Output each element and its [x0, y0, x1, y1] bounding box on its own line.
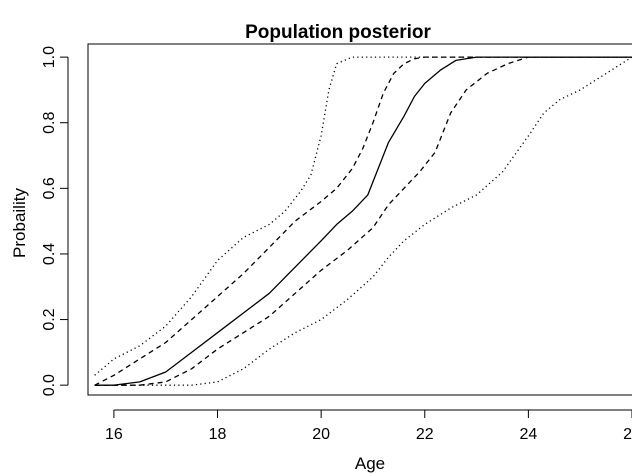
x-axis: 16 18 20 22 24 26 [105, 409, 632, 443]
plot-frame [87, 43, 632, 396]
x-tick-label: 18 [209, 426, 227, 443]
series-line-solid-3 [94, 56, 632, 386]
y-tick-label: 0.4 [41, 243, 58, 265]
y-tick-label: 1.0 [41, 46, 58, 68]
y-tick-label: 0.0 [41, 374, 58, 396]
y-axis-label: Probaility [10, 188, 29, 258]
y-tick-label: 0.8 [41, 112, 58, 134]
series-layer [94, 56, 632, 386]
chart-title: Population posterior [245, 22, 431, 43]
x-axis-label: Age [355, 454, 385, 473]
series-line-dotted-1 [94, 56, 632, 376]
x-tick-label: 20 [312, 426, 330, 443]
y-tick-label: 0.6 [41, 177, 58, 199]
x-tick-label: 16 [105, 426, 123, 443]
series-line-dashed-4 [94, 56, 632, 386]
x-tick-label: 22 [416, 426, 434, 443]
series-line-dashed-2 [94, 56, 632, 386]
series-line-dotted-5 [94, 56, 632, 386]
x-tick-label: 24 [519, 426, 537, 443]
y-tick-label: 0.2 [41, 308, 58, 330]
y-axis: 0.0 0.2 0.4 0.6 0.8 1.0 [41, 46, 69, 396]
series-group [94, 56, 632, 386]
x-tick-label: 26 [623, 426, 632, 443]
